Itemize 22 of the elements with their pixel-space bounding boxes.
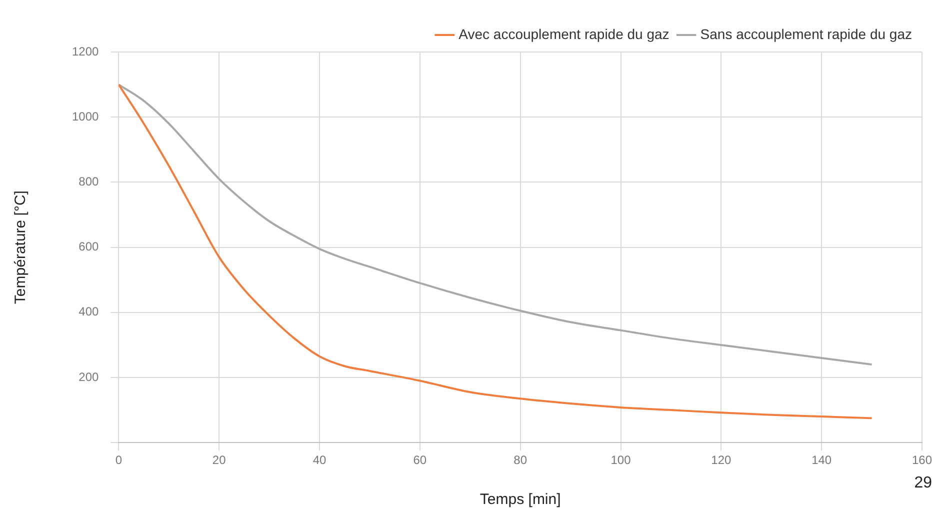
legend-label: Sans accouplement rapide du gaz <box>700 26 912 42</box>
x-tick-label: 40 <box>312 453 327 468</box>
x-tick-label: 160 <box>912 453 932 468</box>
x-tick-label: 140 <box>812 453 832 468</box>
y-tick-label: 1000 <box>72 109 100 124</box>
x-tick-label: 100 <box>610 453 632 468</box>
line-series <box>118 84 873 420</box>
legend-label: Avec accouplement rapide du gaz <box>458 26 670 42</box>
x-tick-label: 20 <box>212 453 226 468</box>
x-tick-label: 120 <box>711 453 732 468</box>
y-tick-label: 1200 <box>72 44 100 58</box>
y-tick-label: 400 <box>78 304 100 319</box>
x-tick-label: 0 <box>115 453 122 468</box>
x-tick-label: 60 <box>413 453 427 468</box>
line-series <box>118 84 873 366</box>
x-axis-title: Temps [min] <box>480 491 561 508</box>
text: 29 <box>914 474 932 492</box>
y-tick-label: 600 <box>78 240 100 254</box>
y-tick-label: 200 <box>78 370 100 384</box>
y-axis-title: Température [°C] <box>12 190 30 304</box>
x-tick-label: 80 <box>514 453 528 468</box>
y-tick-label: 800 <box>78 174 100 189</box>
